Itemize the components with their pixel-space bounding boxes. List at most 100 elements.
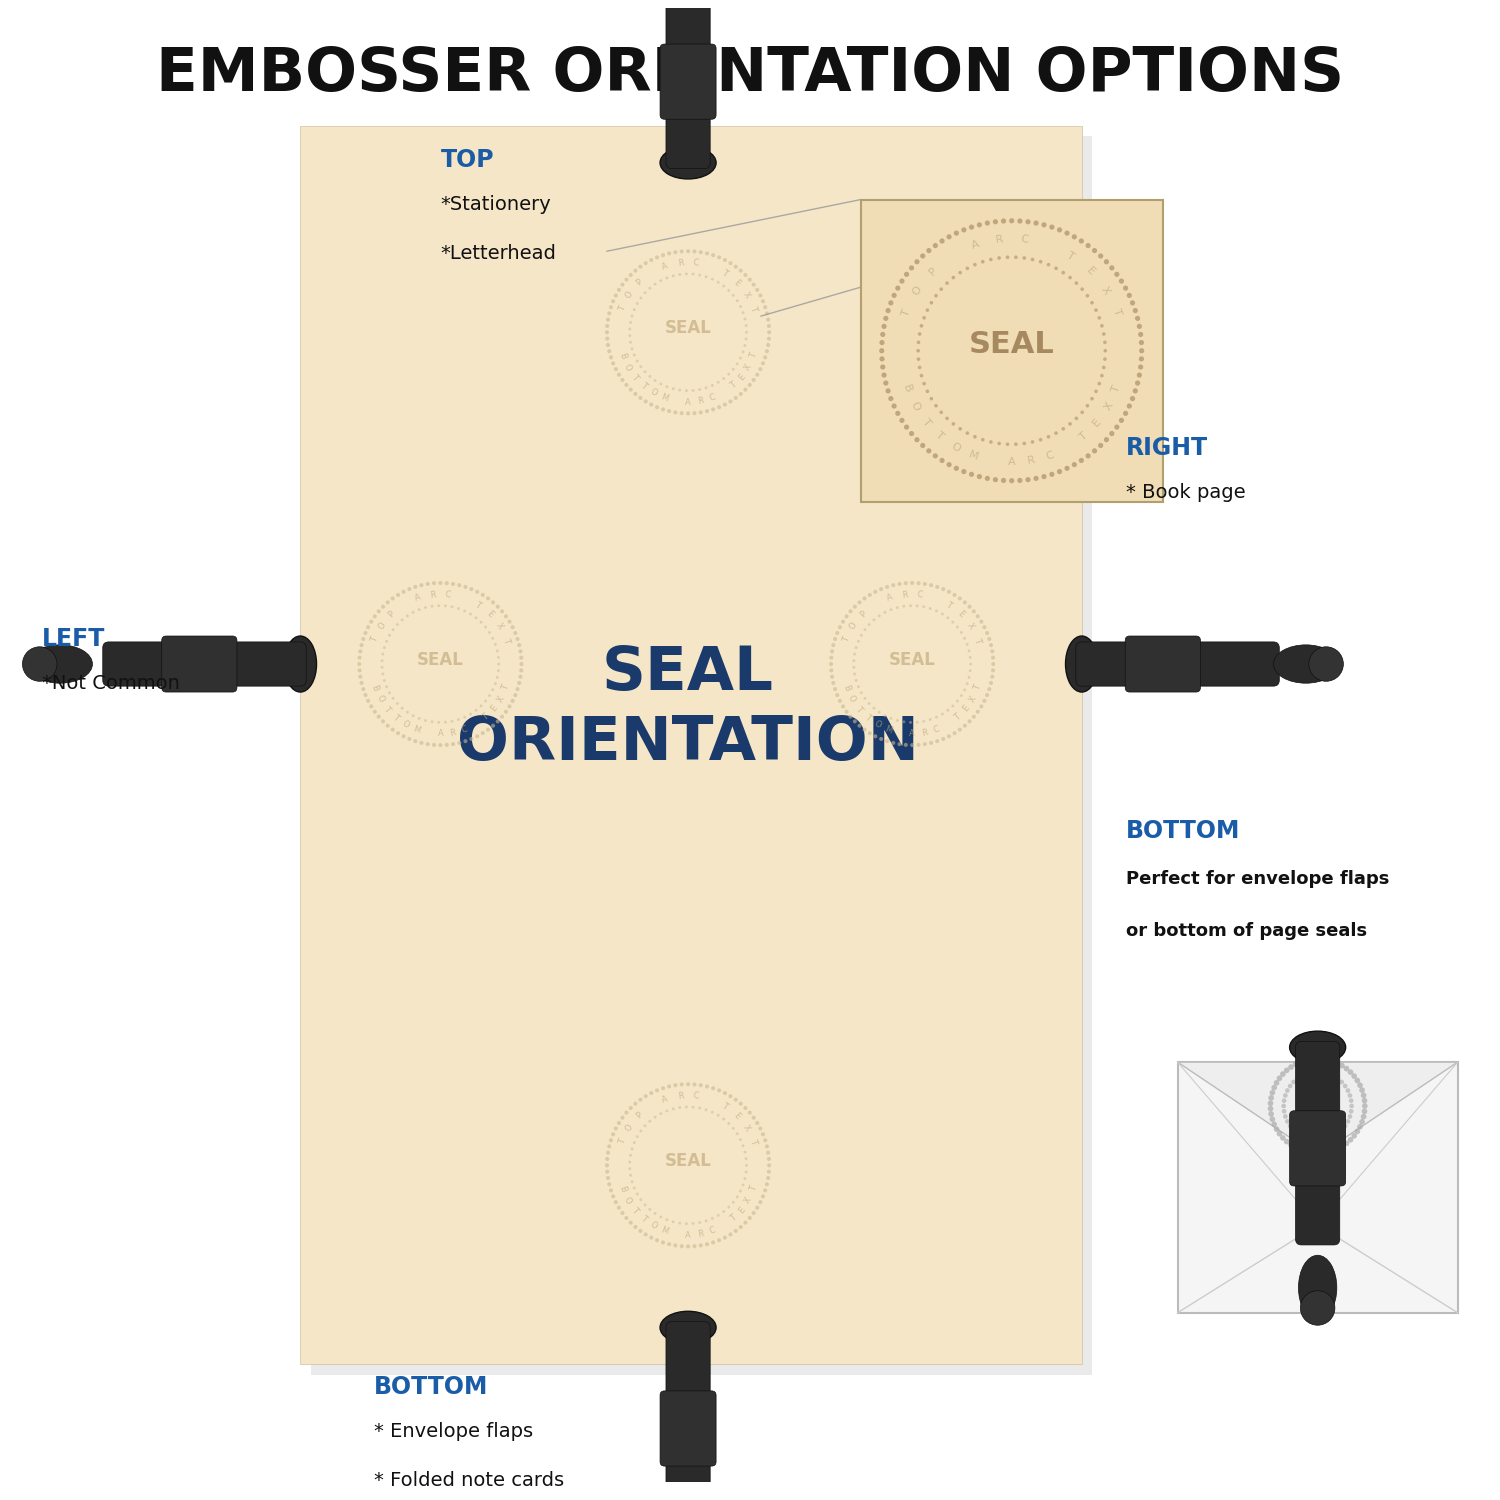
Circle shape [968,650,970,652]
Circle shape [990,650,994,654]
Circle shape [884,381,888,386]
Circle shape [604,330,609,334]
Text: C: C [708,1226,716,1236]
Text: R: R [676,258,684,268]
Circle shape [904,580,908,585]
Circle shape [496,669,500,672]
Circle shape [904,742,908,747]
Circle shape [752,1210,756,1215]
Circle shape [1137,324,1142,328]
Circle shape [678,1221,681,1224]
Circle shape [962,228,966,232]
Circle shape [498,663,500,666]
Circle shape [966,267,969,270]
Circle shape [766,330,771,334]
Circle shape [988,440,993,444]
Circle shape [987,687,992,692]
Circle shape [609,1188,613,1192]
Circle shape [988,681,993,686]
Circle shape [476,590,478,594]
Circle shape [963,688,966,692]
Circle shape [738,1101,742,1106]
Text: O: O [648,387,658,398]
Circle shape [717,405,722,410]
Circle shape [735,1132,738,1136]
Circle shape [738,392,742,396]
Text: E: E [1084,266,1096,278]
Circle shape [884,610,886,614]
Circle shape [853,604,856,609]
Circle shape [930,302,933,304]
Circle shape [1329,1148,1335,1154]
Circle shape [732,1202,735,1203]
Circle shape [686,1082,690,1086]
Circle shape [744,1106,747,1110]
Text: T: T [639,381,648,392]
Text: E: E [956,609,966,619]
Circle shape [909,266,914,270]
Circle shape [474,710,477,711]
Circle shape [922,742,927,746]
Circle shape [928,584,933,586]
Circle shape [859,692,862,694]
Text: B: B [618,352,628,360]
Circle shape [604,336,609,340]
Circle shape [1284,1138,1290,1144]
Circle shape [926,390,928,393]
Circle shape [494,682,496,686]
Circle shape [836,632,840,634]
Circle shape [1005,255,1010,260]
Circle shape [1296,1131,1300,1136]
Circle shape [452,742,454,746]
Circle shape [830,656,834,660]
Circle shape [1092,448,1096,453]
Circle shape [390,597,394,600]
Circle shape [604,324,609,328]
Circle shape [744,344,747,346]
Circle shape [862,728,867,732]
Circle shape [830,669,834,672]
FancyBboxPatch shape [1296,1041,1340,1245]
Circle shape [1102,357,1107,362]
Circle shape [920,374,924,378]
Circle shape [904,424,909,429]
Circle shape [922,720,926,723]
Text: R: R [696,396,703,406]
Circle shape [723,376,724,380]
Circle shape [1017,219,1023,224]
Circle shape [946,735,951,738]
Circle shape [1359,1119,1365,1125]
Circle shape [916,580,921,585]
Circle shape [450,606,453,609]
Circle shape [849,714,852,718]
Circle shape [1292,1080,1296,1084]
Text: O: O [376,621,387,632]
Circle shape [628,1174,632,1176]
Circle shape [969,663,972,666]
Circle shape [744,1150,747,1154]
Circle shape [855,680,858,682]
Circle shape [381,720,386,723]
Circle shape [686,411,690,416]
FancyBboxPatch shape [1178,1062,1458,1312]
Text: E: E [960,704,970,714]
Circle shape [916,742,921,747]
Circle shape [686,1245,690,1248]
Circle shape [698,273,700,276]
Circle shape [1092,248,1096,254]
Circle shape [766,1150,770,1155]
Circle shape [698,1221,700,1224]
Circle shape [608,1144,612,1149]
Circle shape [1347,1094,1353,1098]
Text: T: T [501,636,512,644]
Circle shape [1041,222,1047,228]
Circle shape [1281,1104,1286,1108]
Text: SEAL: SEAL [969,330,1054,358]
Text: T: T [501,684,512,692]
Text: O: O [375,694,386,703]
Circle shape [1310,1137,1314,1142]
Circle shape [945,282,950,285]
Circle shape [639,1228,642,1233]
Circle shape [1359,1088,1365,1094]
Circle shape [1050,225,1054,230]
